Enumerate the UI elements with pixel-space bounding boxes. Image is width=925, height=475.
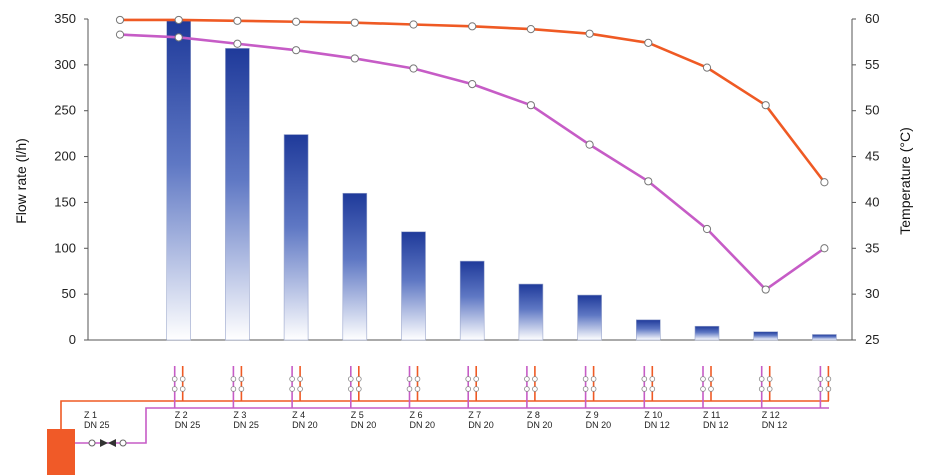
temperature-point-2-9	[644, 177, 653, 186]
zone-riser-10	[700, 366, 714, 408]
y2-tick-label: 55	[865, 57, 879, 72]
zone-pipe-size: DN 20	[527, 420, 553, 430]
temperature-point-2-12	[820, 244, 829, 253]
zone-label: Z 5	[351, 410, 364, 420]
temperature-point-1-3	[292, 17, 301, 26]
zone-label: Z 9	[586, 410, 599, 420]
zone-label: Z 6	[410, 410, 423, 420]
y2-tick-label: 25	[865, 332, 879, 347]
temperature-point-2-11	[761, 285, 770, 294]
zone-pipe-size: DN 20	[586, 420, 612, 430]
temperature-point-1-11	[761, 101, 770, 110]
bar-zone-1	[166, 20, 191, 341]
zone-pipe-size: DN 25	[233, 420, 259, 430]
bar-zone-10	[694, 325, 720, 341]
zone-label: Z 1	[84, 410, 97, 420]
temperature-point-2-0	[115, 30, 125, 39]
y2-tick-label: 30	[865, 286, 879, 301]
bar-zone-6	[459, 260, 485, 341]
zone-pipe-size: DN 20	[351, 420, 377, 430]
zone-riser-7	[524, 366, 538, 408]
y-tick-label: 100	[54, 240, 76, 255]
y-tick-label: 200	[54, 149, 76, 164]
y2-axis-title: Temperature (°C)	[897, 127, 913, 235]
y-tick-label: 50	[62, 286, 76, 301]
temperature-point-1-12	[820, 178, 829, 187]
temperature-point-2-6	[468, 80, 477, 89]
zone-riser-6	[465, 366, 480, 408]
zone-pipe-size: DN 25	[175, 420, 201, 430]
zone-label: Z 12	[762, 410, 780, 420]
zone-pipe-size: DN 20	[410, 420, 436, 430]
flow-pipe-main	[60, 400, 829, 429]
zone-pipe-size: DN 20	[468, 420, 494, 430]
zone-label: Z 10	[644, 410, 662, 420]
y-tick-label: 300	[54, 57, 76, 72]
zone-riser-3	[289, 366, 303, 408]
y2-tick-label: 50	[865, 103, 879, 118]
pump-icon	[88, 439, 127, 447]
bar-zone-2	[225, 48, 250, 341]
bar-zone-7	[518, 283, 544, 341]
bar-zone-4	[342, 192, 368, 341]
y2-tick-label: 40	[865, 194, 879, 209]
temperature-point-1-5	[409, 20, 418, 29]
bar-zone-8	[577, 294, 602, 341]
temperature-point-1-6	[468, 22, 477, 31]
y2-tick-label: 35	[865, 240, 879, 255]
y-axis-title: Flow rate (l/h)	[13, 138, 29, 224]
y2-tick-label: 60	[865, 11, 879, 26]
bar-zone-12	[812, 334, 837, 341]
y-tick-label: 0	[69, 332, 76, 347]
temperature-point-2-2	[233, 39, 242, 48]
temperature-point-2-7	[526, 101, 536, 110]
temperature-point-2-5	[409, 64, 418, 73]
temperature-point-2-10	[702, 224, 712, 234]
bar-zone-9	[635, 319, 661, 341]
bar-zone-5	[401, 231, 426, 341]
temperature-point-1-4	[350, 18, 359, 27]
temperature-point-1-10	[702, 63, 712, 72]
y2-tick-label: 45	[865, 149, 879, 164]
temperature-point-2-1	[174, 33, 183, 42]
temperature-point-1-9	[644, 38, 653, 47]
zone-label: Z 2	[175, 410, 188, 420]
temperature-point-1-8	[585, 29, 594, 38]
y-tick-label: 250	[54, 103, 76, 118]
zone-riser-1	[171, 366, 186, 408]
y-tick-label: 150	[54, 194, 76, 209]
zone-riser-12	[817, 366, 832, 408]
zone-label: Z 7	[468, 410, 481, 420]
zone-riser-2	[230, 366, 245, 408]
temperature-point-1-7	[526, 24, 536, 34]
zone-pipe-size: DN 12	[762, 420, 788, 430]
zone-pipe-size: DN 12	[644, 420, 670, 430]
zone-riser-11	[758, 366, 773, 408]
zone-riser-8	[582, 366, 597, 408]
y-tick-label: 350	[54, 11, 76, 26]
temperature-point-1-1	[174, 15, 183, 25]
boiler	[47, 429, 75, 475]
temperature-point-2-8	[585, 140, 594, 149]
bar-zone-3	[283, 134, 309, 341]
temperature-point-2-3	[292, 46, 301, 55]
temperature-point-1-0	[115, 15, 125, 25]
zone-riser-5	[406, 366, 421, 408]
zone-label: Z 8	[527, 410, 540, 420]
zone-riser-9	[641, 366, 656, 408]
zone-label: Z 11	[703, 410, 720, 420]
temperature-point-2-4	[350, 54, 359, 63]
zone-riser-4	[347, 366, 362, 408]
zone-pipe-size: DN 20	[292, 420, 318, 430]
bar-zone-11	[753, 331, 779, 341]
zone-label: Z 3	[233, 410, 246, 420]
zone-pipe-size: DN 12	[703, 420, 729, 430]
temperature-point-1-2	[233, 16, 242, 25]
zone-pipe-size: DN 25	[84, 420, 110, 430]
zone-label: Z 4	[292, 410, 305, 420]
